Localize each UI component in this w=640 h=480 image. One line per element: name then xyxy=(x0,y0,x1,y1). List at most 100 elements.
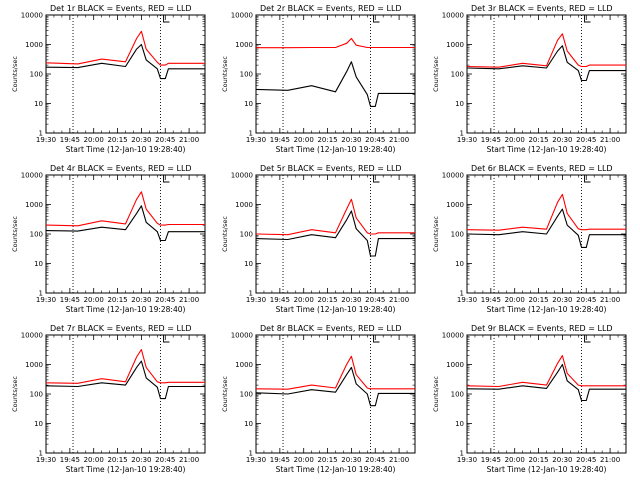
y-tick-label: 1000 xyxy=(235,201,253,209)
events-series-line xyxy=(45,360,205,400)
x-tick-label: 20:30 xyxy=(341,296,361,304)
x-tick-label: 20:45 xyxy=(155,136,175,144)
x-tick-label: 21:00 xyxy=(600,456,620,464)
y-tick-label: 100 xyxy=(451,391,464,399)
y-tick-label: 100 xyxy=(451,231,464,239)
y-tick-label: 1 xyxy=(249,450,253,458)
x-tick-label: 20:15 xyxy=(317,296,337,304)
y-tick-label: 10000 xyxy=(442,172,464,180)
x-tick-label: 20:30 xyxy=(131,456,151,464)
y-tick-label: 1 xyxy=(39,130,43,138)
y-tick-label: 1 xyxy=(460,130,464,138)
events-series-line xyxy=(255,210,415,257)
interval-bracket-marker xyxy=(584,175,591,183)
y-tick-label: 10 xyxy=(244,420,253,428)
y-tick-label: 10000 xyxy=(21,332,43,340)
events-series-line xyxy=(45,205,205,242)
x-tick-label: 19:45 xyxy=(60,456,80,464)
y-tick-label: 10 xyxy=(34,100,43,108)
x-tick-label: 20:15 xyxy=(107,136,127,144)
x-tick-label: 19:45 xyxy=(481,296,501,304)
x-axis-label: Start Time (12-Jan-10 19:28:40) xyxy=(276,465,396,474)
y-tick-label: 100 xyxy=(240,391,253,399)
x-tick-label: 19:30 xyxy=(457,136,477,144)
y-axis-label: Counts/sec xyxy=(221,216,229,252)
y-tick-label: 1000 xyxy=(25,41,43,49)
chart-title: Det 3r BLACK = Events, RED = LLD xyxy=(471,4,613,13)
x-tick-label: 20:15 xyxy=(528,136,548,144)
y-tick-label: 100 xyxy=(240,231,253,239)
x-tick-label: 20:15 xyxy=(317,136,337,144)
events-series-line xyxy=(255,61,415,107)
y-tick-label: 1000 xyxy=(25,361,43,369)
x-tick-label: 20:00 xyxy=(505,296,525,304)
x-tick-label: 21:00 xyxy=(179,136,199,144)
x-tick-label: 20:15 xyxy=(528,296,548,304)
chart-panel: Det 5r BLACK = Events, RED = LLD Start Ti… xyxy=(221,164,416,314)
y-tick-label: 100 xyxy=(30,71,43,79)
x-tick-label: 19:30 xyxy=(246,136,266,144)
x-tick-label: 20:45 xyxy=(365,296,385,304)
events-series-line xyxy=(466,363,626,402)
chart-panel: Det 9r BLACK = Events, RED = LLD Start Ti… xyxy=(432,324,627,474)
events-series-line xyxy=(255,366,415,407)
y-axis-label: Counts/sec xyxy=(432,56,440,92)
x-axis-label: Start Time (12-Jan-10 19:28:40) xyxy=(66,465,186,474)
x-tick-label: 21:00 xyxy=(179,456,199,464)
chart-panel: Det 1r BLACK = Events, RED = LLD Start Ti… xyxy=(11,4,206,154)
chart-title: Det 9r BLACK = Events, RED = LLD xyxy=(471,324,613,333)
y-tick-label: 10000 xyxy=(231,172,253,180)
x-tick-label: 20:45 xyxy=(155,296,175,304)
y-axis-label: Counts/sec xyxy=(11,376,19,412)
interval-bracket-marker xyxy=(163,15,170,23)
y-tick-label: 1000 xyxy=(25,201,43,209)
y-tick-label: 1000 xyxy=(235,361,253,369)
x-axis-label: Start Time (12-Jan-10 19:28:40) xyxy=(487,305,607,314)
lld-series-line xyxy=(255,198,415,236)
lld-series-line xyxy=(466,355,626,388)
y-tick-label: 10000 xyxy=(442,332,464,340)
x-tick-label: 20:30 xyxy=(552,136,572,144)
x-tick-label: 20:45 xyxy=(576,136,596,144)
chart-panel: Det 2r BLACK = Events, RED = LLD Start Ti… xyxy=(221,4,416,154)
y-tick-label: 1 xyxy=(249,290,253,298)
lld-series-line xyxy=(45,349,205,384)
y-tick-label: 10 xyxy=(455,260,464,268)
lld-series-line xyxy=(466,33,626,68)
y-axis-label: Counts/sec xyxy=(11,56,19,92)
interval-bracket-marker xyxy=(373,335,380,343)
plot-frame xyxy=(45,174,206,294)
chart-title: Det 4r BLACK = Events, RED = LLD xyxy=(50,164,192,173)
y-tick-label: 10 xyxy=(244,100,253,108)
chart-panel: Det 3r BLACK = Events, RED = LLD Start Ti… xyxy=(432,4,627,154)
chart-title: Det 8r BLACK = Events, RED = LLD xyxy=(260,324,402,333)
x-tick-label: 20:15 xyxy=(317,456,337,464)
y-tick-label: 10 xyxy=(244,260,253,268)
x-tick-label: 20:30 xyxy=(341,136,361,144)
lld-series-line xyxy=(45,191,205,227)
x-tick-label: 20:15 xyxy=(107,456,127,464)
x-axis-label: Start Time (12-Jan-10 19:28:40) xyxy=(276,145,396,154)
x-axis-label: Start Time (12-Jan-10 19:28:40) xyxy=(276,305,396,314)
chart-title: Det 7r BLACK = Events, RED = LLD xyxy=(50,324,192,333)
x-tick-label: 20:45 xyxy=(576,296,596,304)
interval-bracket-marker xyxy=(163,175,170,183)
y-tick-label: 10 xyxy=(34,260,43,268)
lld-series-line xyxy=(466,193,626,231)
x-tick-label: 20:30 xyxy=(131,296,151,304)
y-tick-label: 10 xyxy=(34,420,43,428)
y-tick-label: 1000 xyxy=(235,41,253,49)
y-tick-label: 10000 xyxy=(21,12,43,20)
x-tick-label: 19:45 xyxy=(270,296,290,304)
chart-title: Det 5r BLACK = Events, RED = LLD xyxy=(260,164,402,173)
x-tick-label: 20:30 xyxy=(131,136,151,144)
x-tick-label: 20:15 xyxy=(107,296,127,304)
plot-frame xyxy=(466,334,627,454)
lld-series-line xyxy=(45,30,205,66)
plot-frame xyxy=(45,14,206,134)
y-tick-label: 10000 xyxy=(231,332,253,340)
chart-panel: Det 8r BLACK = Events, RED = LLD Start Ti… xyxy=(221,324,416,474)
x-tick-label: 19:45 xyxy=(481,456,501,464)
y-axis-label: Counts/sec xyxy=(432,376,440,412)
